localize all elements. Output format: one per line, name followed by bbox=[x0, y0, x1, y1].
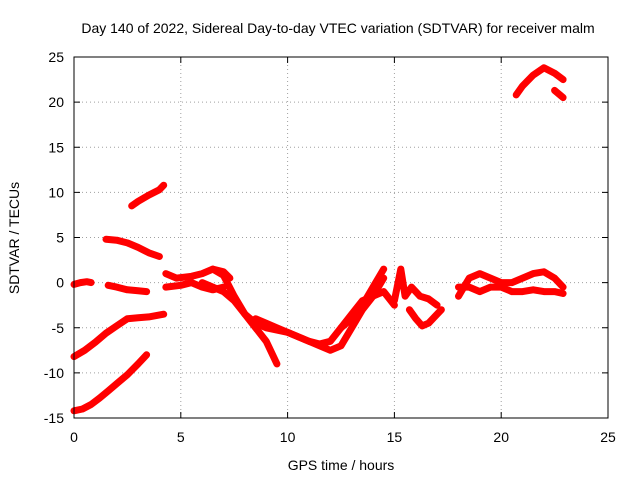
series-track-11 bbox=[252, 288, 398, 348]
grid bbox=[74, 57, 608, 418]
series-track-13 bbox=[390, 265, 441, 309]
y-tick-label: 25 bbox=[48, 49, 64, 65]
plot-frame bbox=[73, 56, 609, 419]
x-tick-label: 0 bbox=[70, 429, 78, 445]
y-tick-label: 20 bbox=[48, 94, 64, 110]
y-tick-label: 0 bbox=[56, 275, 64, 291]
series-track-6 bbox=[128, 181, 168, 210]
y-tick-label: 15 bbox=[48, 139, 64, 155]
y-tick-label: 5 bbox=[56, 230, 64, 246]
series-track-12 bbox=[337, 265, 388, 332]
series-layer bbox=[70, 64, 567, 415]
axis-ticks: 0 5 10 15 20 25 -15 -10 -5 0 5 10 15 20 25 bbox=[44, 49, 616, 445]
y-axis-label: SDTVAR / TECUs bbox=[6, 182, 22, 294]
series-track-15 bbox=[455, 268, 567, 300]
series-track-2 bbox=[70, 310, 168, 361]
x-tick-label: 20 bbox=[493, 429, 509, 445]
x-tick-label: 10 bbox=[280, 429, 296, 445]
x-tick-label: 15 bbox=[387, 429, 403, 445]
x-tick-label: 5 bbox=[177, 429, 185, 445]
x-axis-label: GPS time / hours bbox=[288, 457, 395, 473]
series-track-18 bbox=[551, 86, 567, 102]
x-tick-label: 25 bbox=[600, 429, 616, 445]
chart-title: Day 140 of 2022, Sidereal Day-to-day VTE… bbox=[81, 20, 594, 36]
series-track-4 bbox=[102, 235, 163, 260]
y-tick-label: -5 bbox=[52, 320, 65, 336]
series-track-14 bbox=[405, 306, 445, 330]
series-track-5 bbox=[104, 281, 151, 296]
y-tick-label: -10 bbox=[44, 365, 64, 381]
y-tick-label: 10 bbox=[48, 184, 64, 200]
series-track-16 bbox=[455, 283, 567, 297]
series-track-17 bbox=[512, 64, 567, 99]
series-track-3 bbox=[70, 351, 151, 415]
y-tick-label: -15 bbox=[44, 410, 64, 426]
series-track-1 bbox=[70, 278, 95, 288]
